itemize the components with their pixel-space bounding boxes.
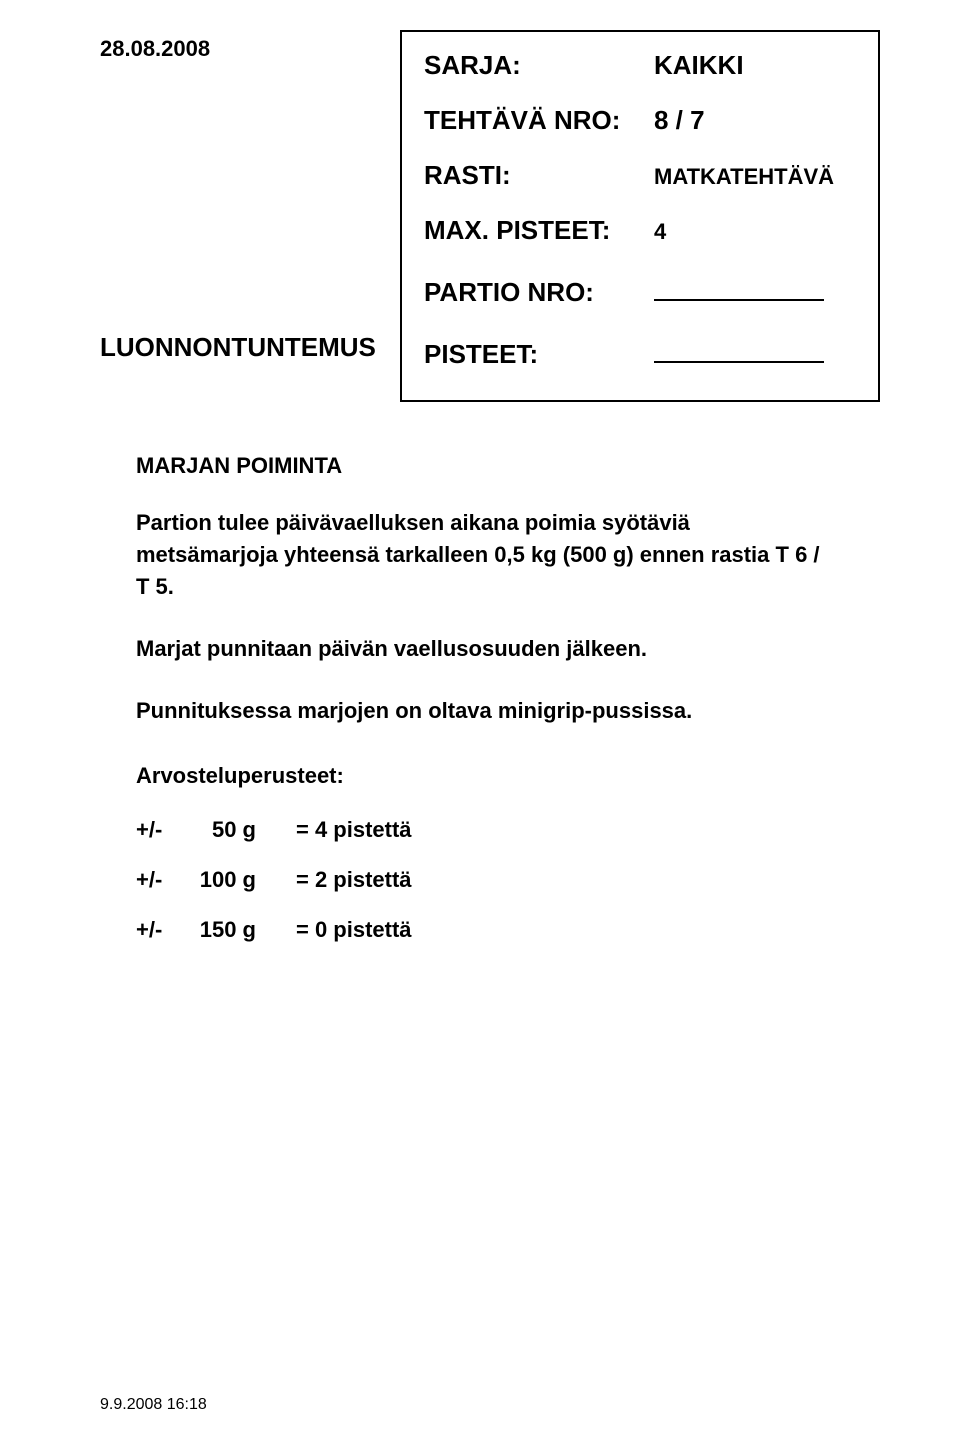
partio-input-line[interactable] (654, 270, 824, 301)
crit-pm: +/- (136, 917, 181, 943)
maxpisteet-label: MAX. PISTEET: (424, 215, 654, 246)
criteria-row: +/- 50 g = 4 pistettä (136, 817, 900, 843)
pisteet-blank (654, 332, 856, 370)
crit-amount: 150 g (181, 917, 296, 943)
paragraph-3: Punnituksessa marjojen on oltava minigri… (136, 695, 836, 727)
page: 28.08.2008 SARJA: KAIKKI TEHTÄVÄ NRO: 8 … (0, 0, 960, 1444)
tehtava-value: 8 / 7 (654, 105, 856, 136)
partio-label: PARTIO NRO: (424, 277, 654, 308)
criteria-row: +/- 100 g = 2 pistettä (136, 867, 900, 893)
pisteet-label: PISTEET: (424, 339, 654, 370)
rasti-label: RASTI: (424, 160, 654, 191)
crit-eq: = 2 pistettä (296, 867, 516, 893)
sarja-label: SARJA: (424, 50, 654, 81)
maxpisteet-value: 4 (654, 219, 856, 245)
crit-amount: 50 g (181, 817, 296, 843)
crit-eq: = 4 pistettä (296, 817, 516, 843)
date: 28.08.2008 (100, 30, 400, 62)
rasti-value: MATKATEHTÄVÄ (654, 164, 856, 190)
rasti-line: RASTI: MATKATEHTÄVÄ (424, 160, 856, 191)
partio-line: PARTIO NRO: (424, 270, 856, 308)
footer-timestamp: 9.9.2008 16:18 (100, 1396, 207, 1414)
criteria-title: Arvosteluperusteet: (136, 763, 900, 789)
tehtava-label: TEHTÄVÄ NRO: (424, 105, 654, 136)
tehtava-line: TEHTÄVÄ NRO: 8 / 7 (424, 105, 856, 136)
paragraph-1: Partion tulee päivävaelluksen aikana poi… (136, 507, 836, 603)
maxpisteet-line: MAX. PISTEET: 4 (424, 215, 856, 246)
criteria-row: +/- 150 g = 0 pistettä (136, 917, 900, 943)
pisteet-line: PISTEET: (424, 332, 856, 370)
crit-amount: 100 g (181, 867, 296, 893)
info-box: SARJA: KAIKKI TEHTÄVÄ NRO: 8 / 7 RASTI: … (400, 30, 880, 402)
partio-blank (654, 270, 856, 308)
crit-pm: +/- (136, 867, 181, 893)
sarja-line: SARJA: KAIKKI (424, 50, 856, 81)
crit-pm: +/- (136, 817, 181, 843)
sarja-value: KAIKKI (654, 50, 856, 81)
subtitle: MARJAN POIMINTA (136, 453, 900, 479)
pisteet-input-line[interactable] (654, 332, 824, 363)
crit-eq: = 0 pistettä (296, 917, 516, 943)
paragraph-2: Marjat punnitaan päivän vaellusosuuden j… (136, 633, 836, 665)
